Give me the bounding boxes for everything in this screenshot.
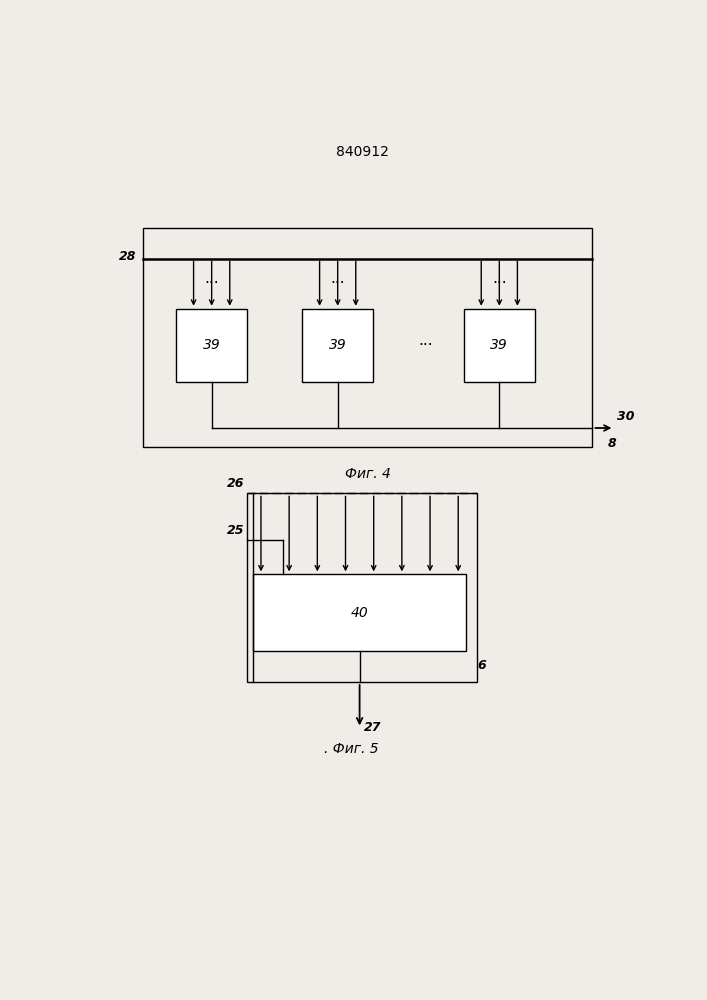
Bar	[253, 574, 467, 651]
Text: 30: 30	[617, 410, 635, 423]
Bar	[464, 309, 535, 382]
Text: 39: 39	[203, 338, 221, 352]
Text: ···: ···	[418, 338, 433, 353]
Text: ···: ···	[492, 276, 507, 291]
Text: 26: 26	[227, 477, 245, 490]
Text: ···: ···	[330, 276, 345, 291]
Text: 39: 39	[491, 338, 508, 352]
Text: . Фиг. 5: . Фиг. 5	[324, 742, 379, 756]
Text: 39: 39	[329, 338, 346, 352]
Text: 40: 40	[351, 606, 368, 620]
Text: 840912: 840912	[336, 145, 389, 159]
Text: 27: 27	[364, 721, 382, 734]
Bar	[176, 309, 247, 382]
Text: ···: ···	[204, 276, 219, 291]
Bar	[247, 493, 477, 682]
Bar	[144, 228, 592, 447]
Bar	[302, 309, 373, 382]
Text: 28: 28	[119, 250, 136, 263]
Text: 8: 8	[607, 437, 616, 450]
Text: 6: 6	[477, 659, 486, 672]
Text: 25: 25	[227, 524, 245, 537]
Text: Фиг. 4: Фиг. 4	[345, 467, 391, 481]
